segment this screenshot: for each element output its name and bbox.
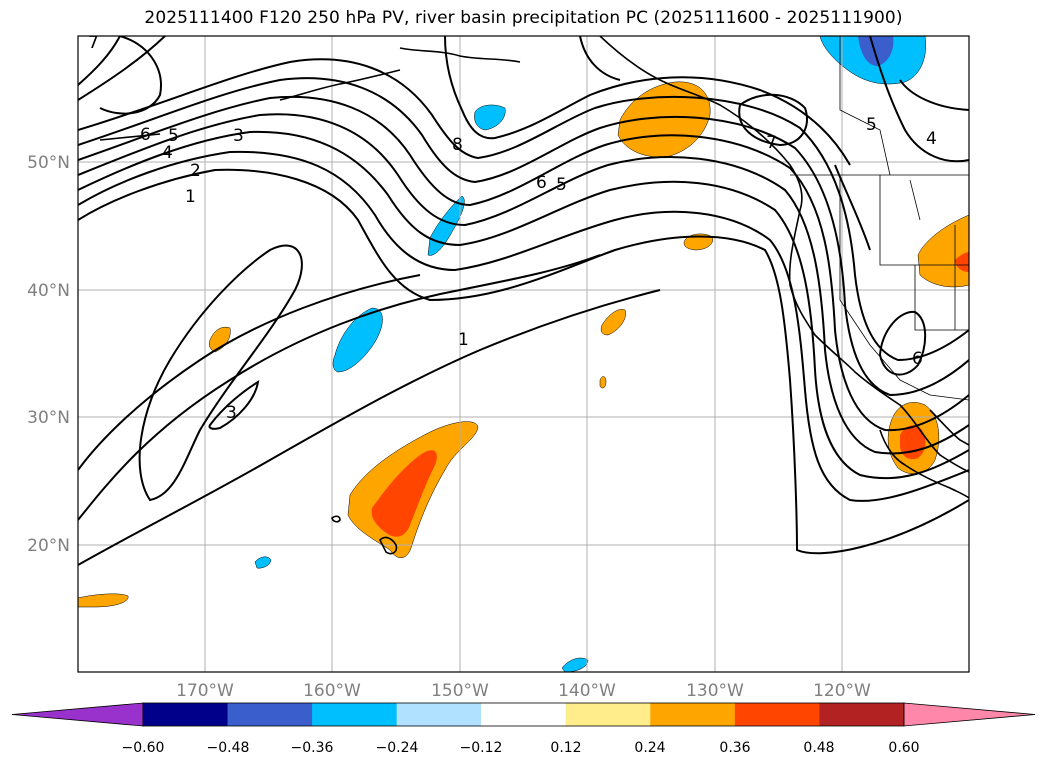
colorbar-ticks: −0.60 −0.48 −0.36 −0.24 −0.12 0.12 0.24 … (122, 740, 920, 756)
colorbar-swatch (650, 703, 736, 726)
lon-label: 120°W (813, 681, 871, 701)
colorbar-tick-label: 0.48 (803, 740, 834, 756)
colorbar-swatch (481, 703, 567, 726)
contour-label: 6 (536, 173, 547, 193)
colorbar-swatch (143, 703, 229, 726)
contour-label: 1 (185, 187, 196, 207)
colorbar-tick-label: −0.48 (207, 740, 250, 756)
contour-label: 3 (233, 126, 244, 146)
contour-label: 4 (926, 129, 937, 149)
longitude-labels: 170°W 160°W 150°W 140°W 130°W 120°W (176, 681, 871, 701)
contour-label: 4 (162, 143, 173, 163)
colorbar-tick-label: 0.36 (719, 740, 750, 756)
colorbar-swatch (819, 703, 905, 726)
colorbar-swatch (565, 703, 651, 726)
contour-label: 5 (556, 175, 567, 195)
map-background (78, 36, 969, 672)
precip-negative-shading (254, 36, 926, 672)
map-frame (77, 35, 970, 673)
colorbar-extend-low (11, 702, 144, 727)
colorbar-extend-high (903, 702, 1036, 727)
colorbar-tick-label: 0.24 (634, 740, 665, 756)
coastlines (99, 36, 969, 555)
colorbar (11, 702, 1036, 727)
colorbar-tick-label: −0.12 (460, 740, 503, 756)
lat-label: 20°N (27, 536, 70, 556)
contour-label: 1 (458, 330, 469, 350)
contour-label: 2 (190, 161, 201, 181)
latitude-labels: 50°N 40°N 30°N 20°N (27, 153, 70, 556)
colorbar-outline (142, 702, 905, 727)
lon-label: 170°W (176, 681, 234, 701)
colorbar-tick-label: −0.24 (376, 740, 419, 756)
colorbar-swatch (227, 703, 313, 726)
lat-label: 30°N (27, 408, 70, 428)
contour-label: 8 (452, 135, 463, 155)
contour-label: 6 (912, 349, 923, 369)
colorbar-tick-label: −0.60 (122, 740, 165, 756)
lon-label: 150°W (431, 681, 489, 701)
contour-label: 5 (866, 115, 877, 135)
lon-label: 160°W (303, 681, 361, 701)
colorbar-tick-label: 0.12 (550, 740, 581, 756)
figure-title: 2025111400 F120 250 hPa PV, river basin … (144, 8, 903, 28)
lon-label: 130°W (686, 681, 744, 701)
contour-label: 7 (88, 33, 99, 53)
colorbar-tick-label: −0.36 (291, 740, 334, 756)
lon-label: 140°W (558, 681, 616, 701)
colorbar-swatch (734, 703, 820, 726)
lat-label: 50°N (27, 153, 70, 173)
contour-labels: 7 6 5 4 3 2 1 8 6 5 7 5 4 1 3 6 (88, 33, 937, 423)
contour-label: 3 (226, 403, 237, 423)
gridlines (78, 36, 969, 672)
contour-label: 6 (140, 125, 151, 145)
colorbar-swatch (312, 703, 398, 726)
colorbar-swatch (396, 703, 482, 726)
colorbar-tick-label: 0.60 (888, 740, 919, 756)
contour-label: 7 (766, 133, 777, 153)
contour-label: 5 (168, 126, 179, 146)
political-borders (790, 36, 969, 401)
lat-label: 40°N (27, 281, 70, 301)
